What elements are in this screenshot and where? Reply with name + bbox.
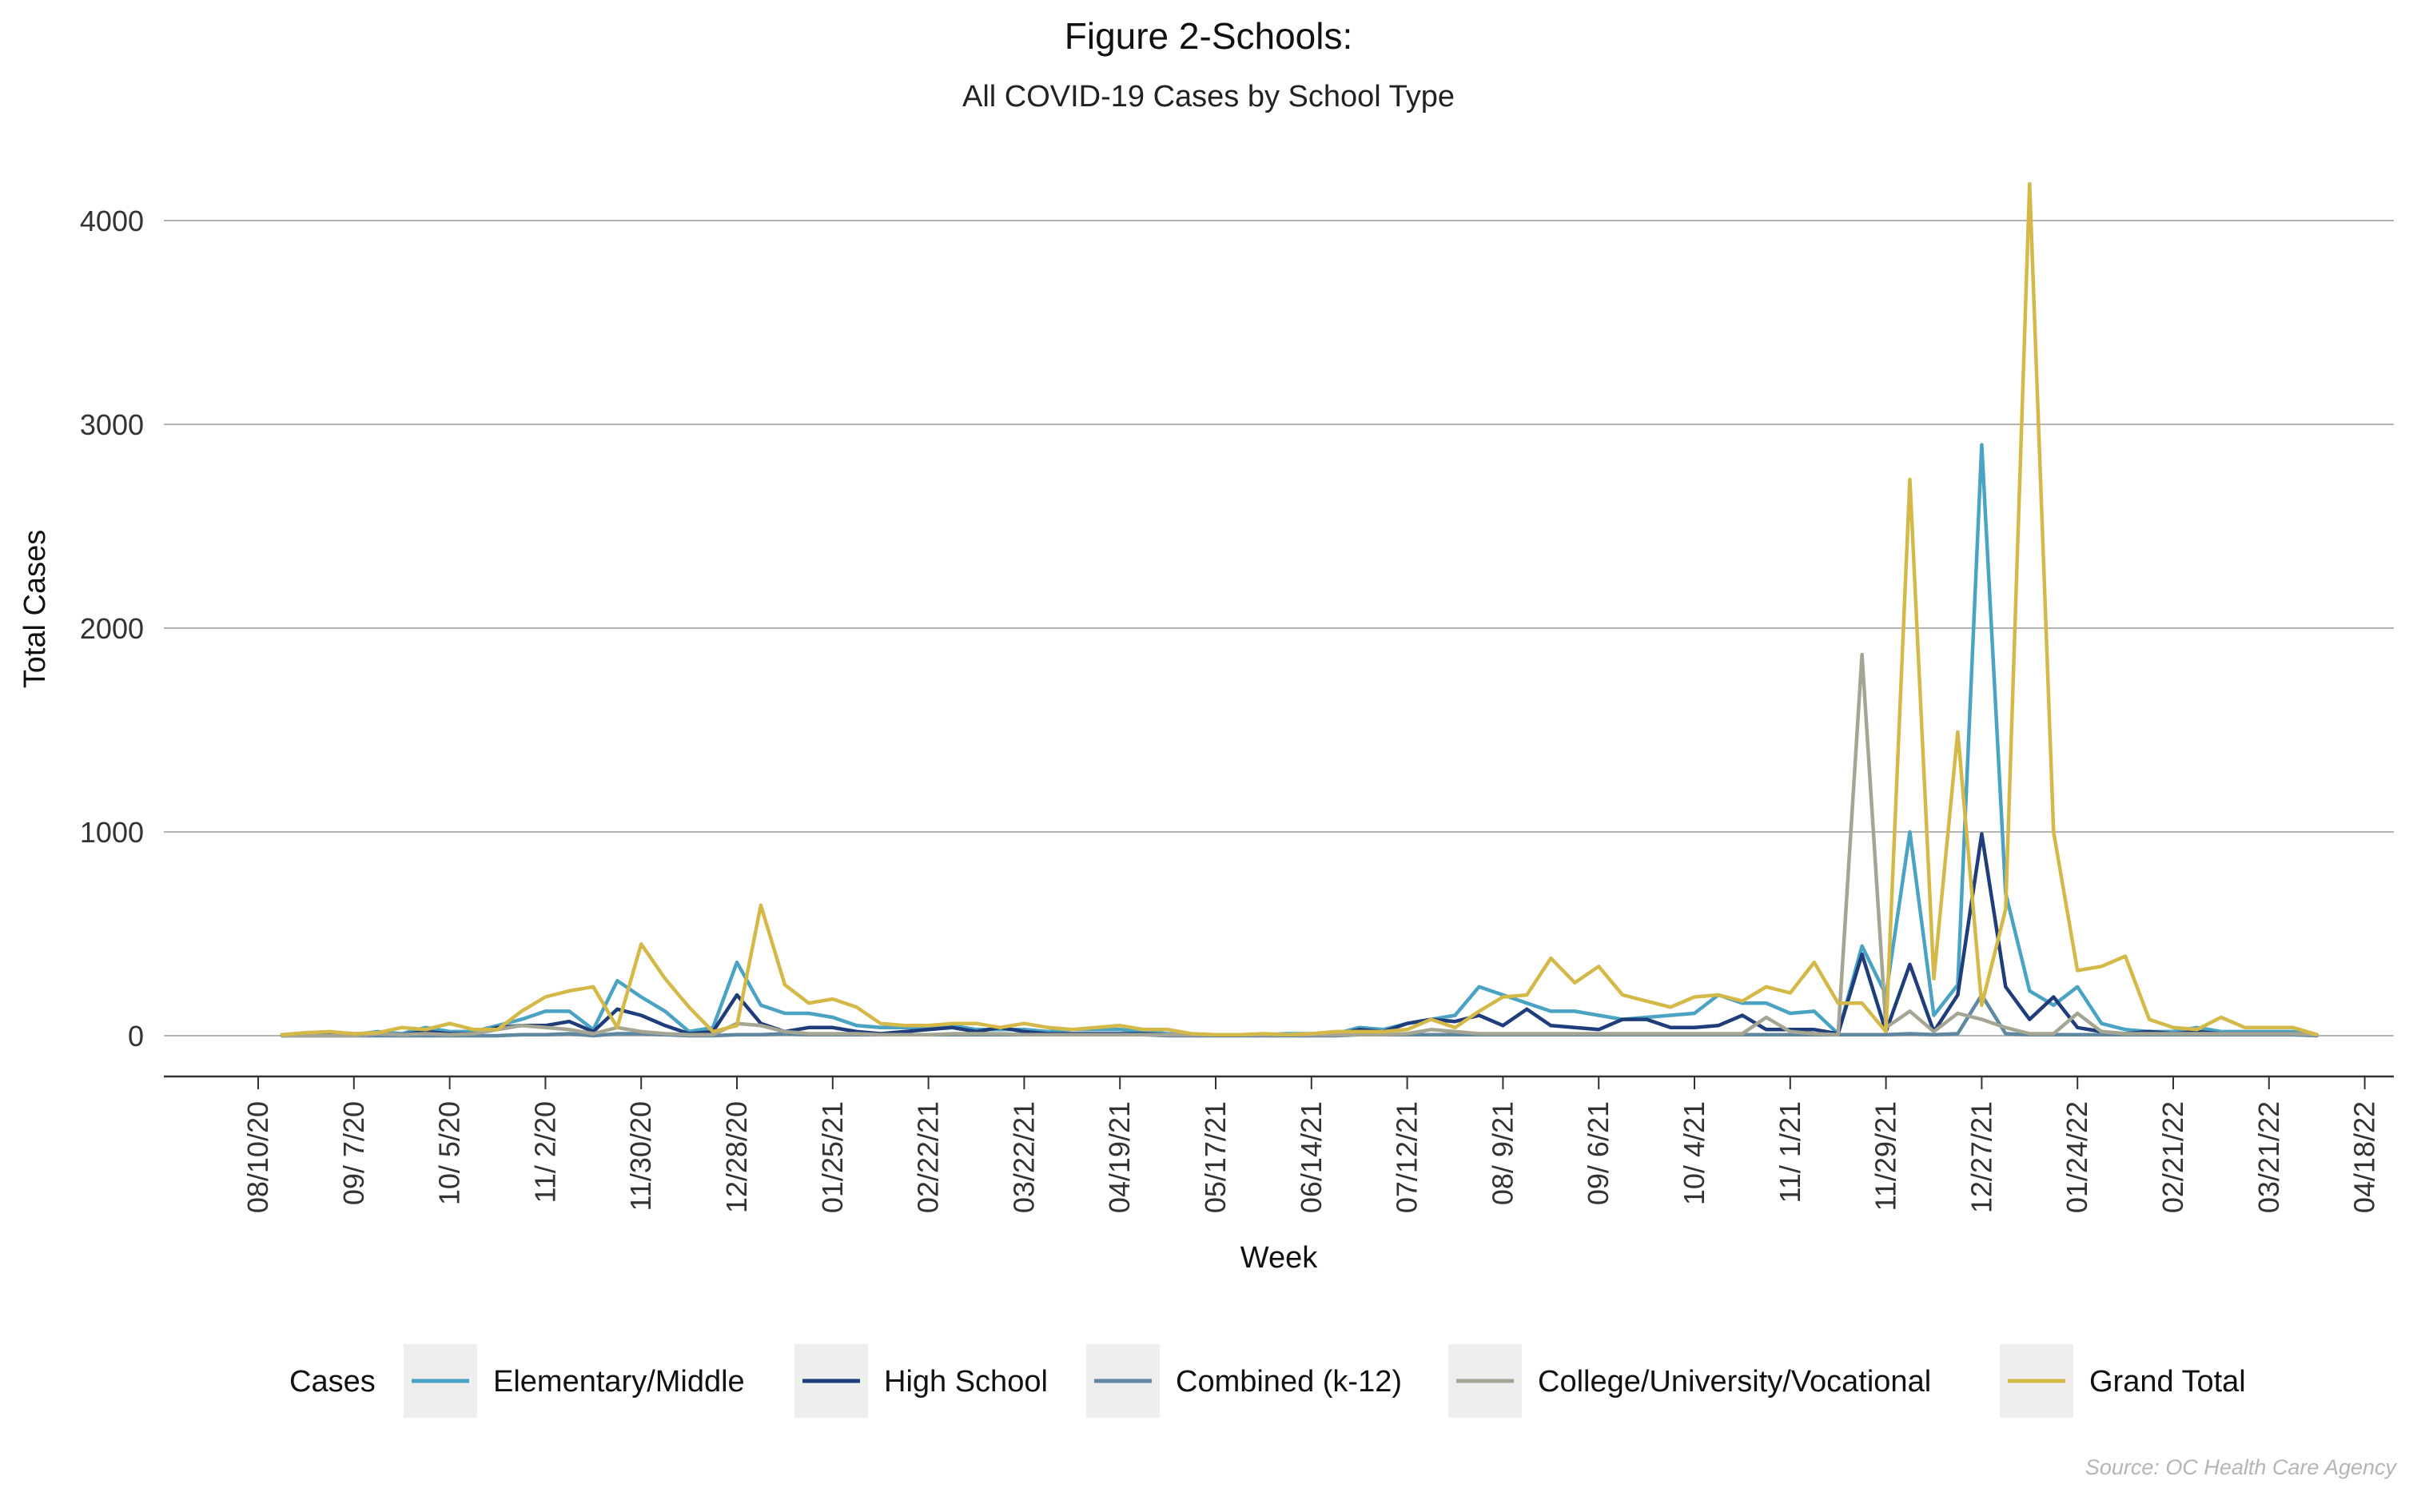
chart-title: Figure 2-Schools:: [1064, 15, 1353, 57]
x-tick-label: 01/24/22: [2061, 1101, 2093, 1213]
gridlines: [164, 220, 2394, 1037]
legend-label: Combined (k-12): [1176, 1365, 1402, 1399]
legend-label: High School: [884, 1365, 1048, 1399]
x-tick-label: 11/ 2/20: [528, 1101, 561, 1203]
x-tick-label: 09/ 6/21: [1582, 1101, 1615, 1205]
y-tick-label: 2000: [80, 612, 144, 645]
series-line: [280, 181, 2319, 1037]
x-tick-label: 02/21/22: [2156, 1101, 2189, 1213]
x-tick-label: 11/29/21: [1869, 1101, 1902, 1211]
x-tick-label: 10/ 5/20: [433, 1101, 466, 1205]
x-tick-label: 04/18/22: [2348, 1101, 2381, 1213]
x-tick-label: 04/19/21: [1103, 1101, 1136, 1213]
y-axis-label: Total Cases: [18, 530, 52, 689]
series-lines: [280, 181, 2319, 1038]
x-axis-ticks: 08/10/20 09/ 7/20 10/ 5/20 11/ 2/20 11/30/20…: [241, 1076, 2381, 1213]
x-tick-label: 02/22/21: [912, 1101, 945, 1213]
x-tick-label: 01/25/21: [816, 1101, 849, 1213]
x-tick-label: 07/12/21: [1391, 1101, 1424, 1213]
y-axis-ticks: 0 1000 2000 3000 4000: [80, 205, 144, 1052]
x-tick-label: 08/ 9/21: [1486, 1101, 1519, 1205]
source-note: Source: OC Health Care Agency: [2085, 1455, 2396, 1479]
y-tick-label: 4000: [80, 205, 144, 237]
legend-title: Cases: [289, 1365, 376, 1399]
x-tick-label: 12/28/20: [720, 1101, 753, 1213]
x-tick-label: 10/ 4/21: [1678, 1101, 1710, 1205]
legend-label: Elementary/Middle: [493, 1365, 745, 1399]
x-tick-label: 03/21/22: [2252, 1101, 2285, 1213]
legend-label: Grand Total: [2089, 1365, 2246, 1399]
x-tick-label: 06/14/21: [1295, 1101, 1328, 1213]
x-tick-label: 08/10/20: [241, 1101, 274, 1213]
chart-subtitle: All COVID-19 Cases by School Type: [962, 80, 1455, 113]
y-tick-label: 1000: [80, 816, 144, 849]
y-tick-label: 0: [128, 1020, 144, 1052]
x-axis-label: Week: [1240, 1241, 1318, 1275]
y-tick-label: 3000: [80, 408, 144, 441]
x-tick-label: 03/22/21: [1007, 1101, 1040, 1213]
x-tick-label: 11/ 1/21: [1774, 1101, 1806, 1203]
series-line: [280, 832, 2319, 1038]
legend-label: College/University/Vocational: [1538, 1365, 1931, 1399]
x-tick-label: 09/ 7/20: [337, 1101, 370, 1205]
x-tick-label: 05/17/21: [1199, 1101, 1232, 1213]
legend: Cases Elementary/Middle High School Combin…: [289, 1344, 2246, 1418]
x-tick-label: 11/30/20: [624, 1101, 657, 1211]
x-tick-label: 12/27/21: [1965, 1101, 1997, 1213]
